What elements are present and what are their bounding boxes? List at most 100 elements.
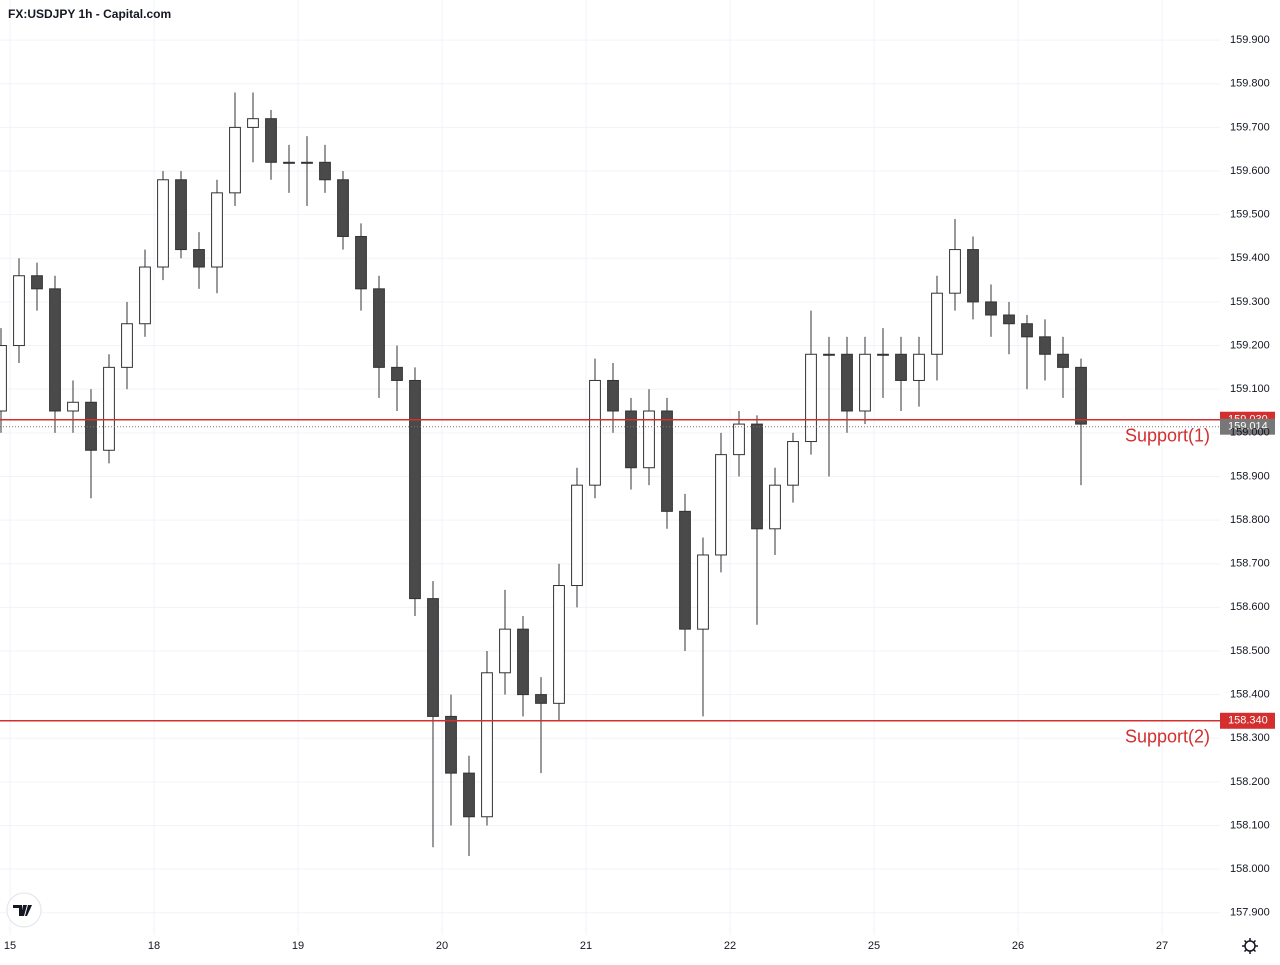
- candle-body: [751, 423, 763, 530]
- candle-body: [1021, 323, 1033, 338]
- overlays: 159.030Support(1)158.340Support(2)159.01…: [0, 411, 1275, 747]
- price-badge-label: 159.014: [1228, 421, 1268, 433]
- candle-body: [733, 423, 745, 456]
- x-tick-label: 22: [724, 940, 736, 952]
- x-tick-label: 20: [436, 940, 448, 952]
- candle-body: [589, 379, 601, 486]
- price-badge: [1220, 418, 1275, 435]
- candle-body: [211, 192, 223, 268]
- y-tick-label: 158.600: [1230, 601, 1270, 613]
- candle-body: [157, 179, 169, 268]
- candle-body: [13, 275, 25, 347]
- candle-body: [841, 353, 853, 412]
- y-tick-label: 158.400: [1230, 689, 1270, 701]
- y-tick-label: 159.000: [1230, 427, 1270, 439]
- x-tick-label: 18: [148, 940, 160, 952]
- y-tick-label: 158.200: [1230, 776, 1270, 788]
- candle-body: [715, 454, 727, 556]
- y-tick-label: 159.700: [1230, 121, 1270, 133]
- candle-body: [1039, 336, 1051, 355]
- y-tick-label: 158.100: [1230, 819, 1270, 831]
- y-tick-label: 159.600: [1230, 165, 1270, 177]
- candle-body: [229, 126, 241, 194]
- candle-body: [0, 345, 7, 412]
- candle-body: [625, 410, 637, 469]
- x-tick-label: 21: [580, 940, 592, 952]
- y-tick-label: 158.800: [1230, 514, 1270, 526]
- candle-body: [373, 288, 385, 368]
- x-tick-label: 15: [4, 940, 16, 952]
- candles: [0, 92, 1087, 857]
- candle-body: [247, 118, 259, 128]
- x-tick-label: 27: [1156, 940, 1168, 952]
- candle-body: [121, 323, 133, 368]
- candle-body: [679, 510, 691, 630]
- candle-body: [391, 366, 403, 381]
- candle-body: [481, 672, 493, 818]
- y-tick-label: 158.000: [1230, 863, 1270, 875]
- candle-body: [859, 353, 871, 412]
- x-tick-label: 26: [1012, 940, 1024, 952]
- candle-body: [283, 161, 295, 164]
- y-tick-label: 157.900: [1230, 907, 1270, 919]
- candle-body: [1057, 353, 1069, 368]
- candle-body: [949, 249, 961, 294]
- candle-body: [301, 161, 313, 164]
- candle-body: [877, 353, 889, 356]
- candle-body: [409, 379, 421, 600]
- y-tick-label: 158.300: [1230, 732, 1270, 744]
- candle-body: [697, 554, 709, 630]
- candle-body: [895, 353, 907, 381]
- candle-body: [823, 353, 835, 356]
- candle-body: [661, 410, 673, 512]
- candle-body: [499, 628, 511, 674]
- y-tick-label: 159.300: [1230, 296, 1270, 308]
- candle-body: [193, 249, 205, 268]
- level-name: Support(2): [1125, 727, 1210, 747]
- level-name: Support(1): [1125, 425, 1210, 445]
- x-tick-label: 25: [868, 940, 880, 952]
- candle-body: [265, 118, 277, 163]
- candle-body: [769, 484, 781, 530]
- candle-body: [103, 366, 115, 451]
- y-tick-label: 159.800: [1230, 78, 1270, 90]
- candle-body: [139, 266, 151, 325]
- y-tick-label: 159.200: [1230, 339, 1270, 351]
- candle-body: [175, 179, 187, 251]
- candle-body: [463, 772, 475, 818]
- candle-body: [427, 598, 439, 717]
- candle-body: [49, 288, 61, 412]
- candle-body: [31, 275, 43, 290]
- candle-body: [985, 301, 997, 316]
- y-tick-label: 159.500: [1230, 209, 1270, 221]
- price-badge: [1220, 712, 1275, 729]
- candle-body: [805, 353, 817, 443]
- candle-body: [967, 249, 979, 303]
- y-tick-label: 159.900: [1230, 34, 1270, 46]
- y-tick-label: 159.400: [1230, 252, 1270, 264]
- candle-body: [355, 235, 367, 290]
- candle-body: [571, 484, 583, 587]
- candle-body: [445, 715, 457, 774]
- candle-body: [319, 161, 331, 181]
- candle-body: [913, 353, 925, 381]
- candle-body: [1075, 366, 1087, 425]
- y-tick-label: 159.100: [1230, 383, 1270, 395]
- candle-body: [517, 628, 529, 696]
- candle-body: [607, 379, 619, 412]
- candle-body: [337, 179, 349, 237]
- tv-logo: [6, 892, 42, 928]
- y-tick-label: 158.700: [1230, 558, 1270, 570]
- candle-body: [535, 694, 547, 704]
- candle-body: [1003, 314, 1015, 325]
- y-tick-label: 158.900: [1230, 470, 1270, 482]
- price-badge-label: 158.340: [1228, 715, 1268, 727]
- chart-title: FX:USDJPY 1h - Capital.com: [8, 7, 171, 21]
- settings-icon[interactable]: [1242, 938, 1258, 954]
- candle-body: [67, 401, 79, 412]
- y-tick-label: 158.500: [1230, 645, 1270, 657]
- candle-body: [553, 585, 565, 704]
